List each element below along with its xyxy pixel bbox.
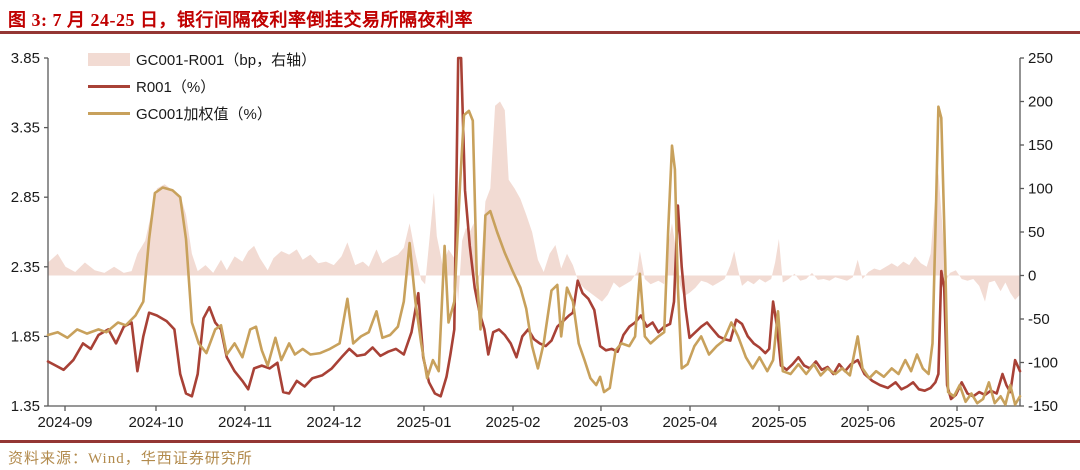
source-note: 资料来源：Wind，华西证券研究所: [8, 451, 253, 467]
legend-label-spread: GC001-R001（bp，右轴）: [136, 52, 317, 69]
x-tick-label: 2025-01: [396, 414, 451, 431]
chart-legend: GC001-R001（bp，右轴） R001（%） GC001加权值（%）: [88, 50, 316, 123]
spread-area-swatch: [88, 53, 130, 66]
x-tick-label: 2025-07: [929, 414, 984, 431]
legend-label-r001: R001（%）: [136, 79, 216, 96]
y-right-tick-label: 150: [1028, 137, 1053, 154]
x-tick-label: 2024-12: [306, 414, 361, 431]
chart-canvas: 3.85 3.35 2.85 2.35 1.85 1.35 250 200 150 100 50 0 -…: [11, 50, 1058, 431]
y-right-tick-label: -150: [1028, 398, 1058, 415]
legend-label-gc001: GC001加权值（%）: [136, 106, 272, 123]
y-right-tick-label: 200: [1028, 94, 1053, 111]
source-divider: [0, 440, 1080, 443]
x-tick-label: 2025-02: [485, 414, 540, 431]
gc001-line-series: [46, 105, 1022, 406]
x-tick-label: 2024-11: [218, 414, 272, 431]
rate-chart: 3.85 3.35 2.85 2.35 1.85 1.35 250 200 150 100 50 0 -…: [0, 34, 1080, 438]
y-right-tick-label: -100: [1028, 355, 1058, 372]
y-right-tick-label: 100: [1028, 181, 1053, 198]
x-tick-label: 2025-04: [662, 414, 717, 431]
y-left-tick-label: 3.35: [11, 120, 40, 137]
x-tick-label: 2025-05: [752, 414, 807, 431]
page-title: 图 3: 7 月 24-25 日，银行间隔夜利率倒挂交易所隔夜利率: [8, 10, 473, 30]
x-tick-label: 2024-09: [37, 414, 92, 431]
y-left-tick-label: 2.35: [11, 259, 40, 276]
y-left-tick-label: 2.85: [11, 189, 40, 206]
x-tick-label: 2025-06: [840, 414, 895, 431]
spread-area-series: [48, 101, 1020, 302]
legend-item-gc001: GC001加权值（%）: [88, 104, 316, 123]
y-left-tick-label: 1.85: [11, 328, 40, 345]
y-left-tick-label: 3.85: [11, 50, 40, 67]
x-tick-label: 2025-03: [573, 414, 628, 431]
y-right-tick-label: 0: [1028, 268, 1036, 285]
y-left-tick-label: 1.35: [11, 398, 40, 415]
legend-item-r001: R001（%）: [88, 77, 316, 96]
title-divider: [0, 31, 1080, 34]
legend-item-spread: GC001-R001（bp，右轴）: [88, 50, 316, 69]
y-right-tick-label: 250: [1028, 50, 1053, 67]
gc001-line-swatch: [88, 112, 130, 115]
r001-line-series: [46, 56, 1022, 401]
x-tick-label: 2024-10: [128, 414, 183, 431]
y-right-tick-label: -50: [1028, 311, 1050, 328]
r001-line-swatch: [88, 85, 130, 88]
y-right-tick-label: 50: [1028, 224, 1045, 241]
